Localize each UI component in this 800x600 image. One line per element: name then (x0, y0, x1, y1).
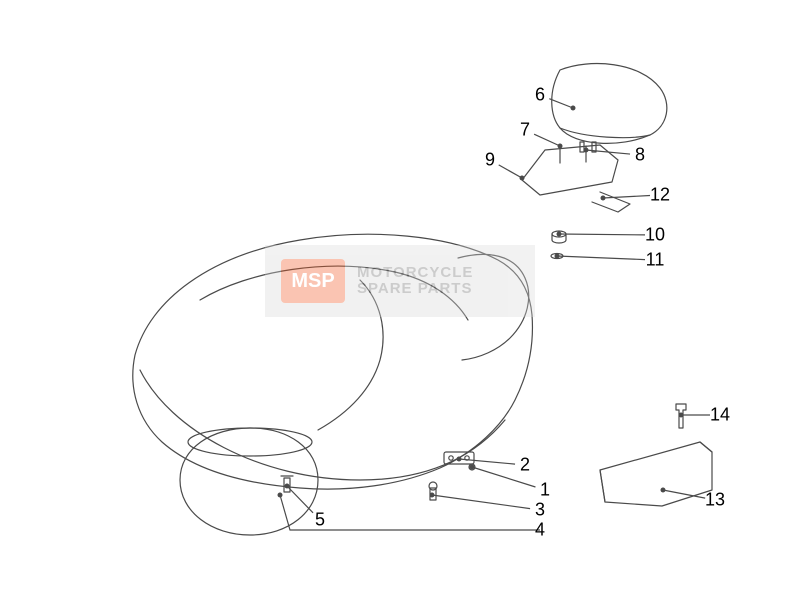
diagram-canvas: 1234567891011121314 MSP MOTORCYCLE SPARE… (0, 0, 800, 600)
callout-leaders (0, 0, 800, 600)
